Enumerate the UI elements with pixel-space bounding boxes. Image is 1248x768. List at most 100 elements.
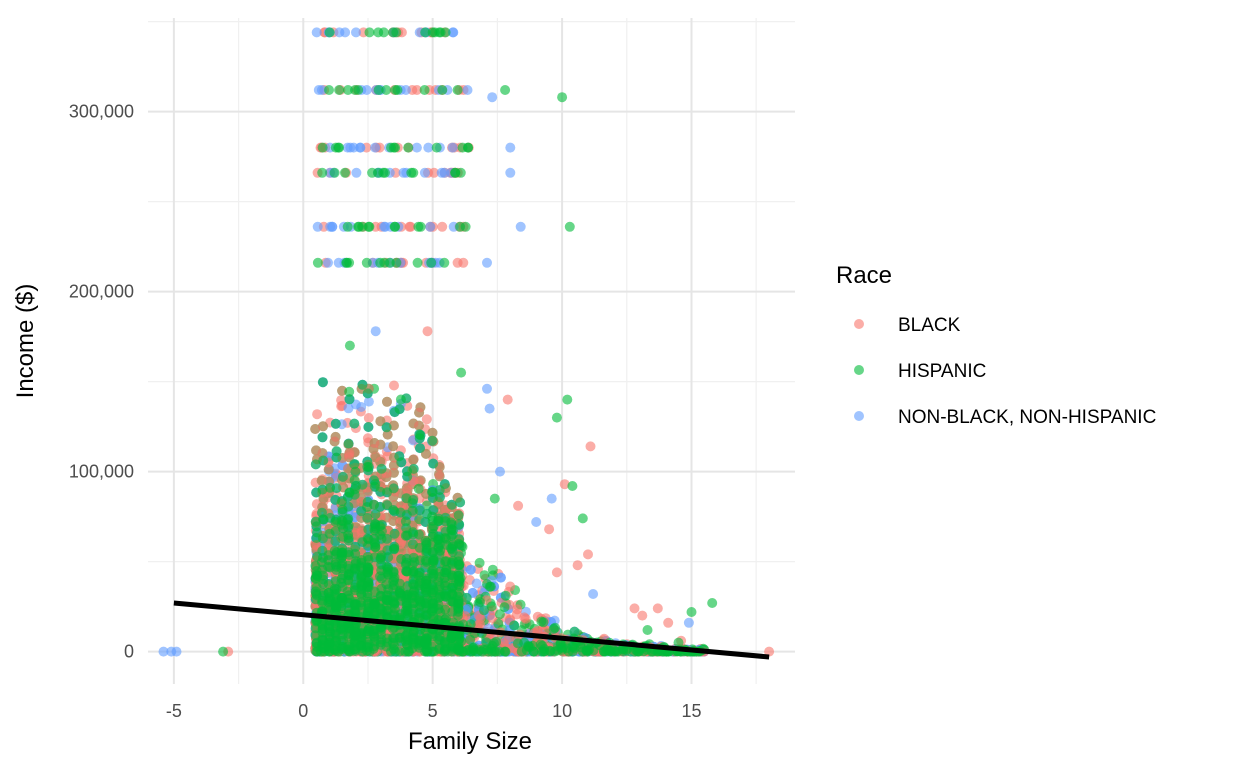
point-non-black-non-hispanic (312, 221, 323, 232)
point-hispanic (419, 85, 430, 95)
point-hispanic (364, 27, 375, 38)
point-non-black-non-hispanic (423, 142, 434, 153)
point-hispanic (312, 257, 323, 268)
point-non-black-non-hispanic (325, 221, 336, 232)
point-hispanic (389, 221, 400, 232)
point-non-black-non-hispanic (334, 27, 345, 38)
point-hispanic (413, 221, 424, 232)
point-hispanic (420, 27, 431, 38)
point-hispanic (373, 27, 384, 38)
point-non-black-non-hispanic (363, 396, 374, 407)
point-hispanic (463, 142, 474, 153)
point-black (388, 441, 399, 452)
point-hispanic (388, 142, 399, 153)
point-black (411, 85, 422, 95)
point-hispanic (317, 142, 328, 153)
point-black (382, 396, 392, 407)
point-non-black-non-hispanic (345, 142, 356, 153)
point-hispanic (350, 85, 360, 95)
point-hispanic (354, 221, 364, 232)
point-hispanic (450, 167, 461, 178)
point-black (388, 467, 399, 478)
point-hispanic (333, 142, 344, 153)
y-axis-ticks: 0 100,000 200,000 300,000 (69, 102, 134, 662)
point-hispanic (426, 257, 437, 268)
point-hispanic (412, 257, 423, 268)
point-hispanic (391, 27, 402, 38)
point-non-black-non-hispanic (448, 27, 459, 38)
point-hispanic (334, 85, 345, 95)
point-non-black-non-hispanic (447, 142, 458, 153)
point-black (404, 221, 415, 232)
point-hispanic (455, 221, 466, 232)
point-hispanic (361, 257, 372, 268)
point-non-black-non-hispanic (323, 257, 333, 268)
point-hispanic (324, 27, 335, 38)
point-hispanic (317, 167, 328, 178)
point-hispanic (343, 85, 353, 95)
point-hispanic (381, 85, 392, 95)
point-hispanic (380, 167, 390, 178)
point-hispanic (329, 167, 340, 178)
y-tick-label: 200,000 (69, 282, 134, 302)
point-hispanic (340, 167, 350, 178)
point-non-black-non-hispanic (462, 85, 473, 95)
scatter-points (158, 27, 775, 657)
point-non-black-non-hispanic (361, 85, 372, 95)
point-non-black-non-hispanic (343, 403, 354, 414)
point-hispanic (479, 570, 490, 581)
y-tick-label: 0 (124, 642, 134, 662)
point-non-black-non-hispanic (370, 142, 381, 153)
point-non-black-non-hispanic (411, 142, 422, 153)
grid-lines (148, 18, 795, 684)
y-tick-label: 100,000 (69, 462, 134, 482)
point-non-black-non-hispanic (351, 27, 361, 38)
point-hispanic (392, 85, 403, 95)
point-hispanic (474, 557, 485, 568)
point-hispanic (431, 142, 442, 153)
point-black (336, 395, 347, 406)
point-hispanic (324, 85, 334, 95)
point-hispanic (373, 85, 384, 95)
point-black (427, 427, 438, 438)
point-black (363, 413, 374, 423)
point-non-black-non-hispanic (380, 221, 391, 232)
x-tick-label: 10 (552, 701, 572, 721)
point-hispanic (452, 85, 463, 95)
point-non-black-non-hispanic (400, 85, 411, 95)
point-hispanic (408, 167, 419, 178)
x-axis-ticks: -5 0 5 10 15 (166, 701, 702, 721)
point-non-black-non-hispanic (355, 142, 366, 153)
point-black (421, 414, 432, 425)
point-non-black-non-hispanic (419, 167, 430, 178)
y-tick-label: 300,000 (69, 102, 134, 122)
point-hispanic (439, 257, 450, 268)
point-hispanic (429, 27, 440, 38)
point-hispanic (364, 221, 375, 232)
point-non-black-non-hispanic (465, 564, 476, 575)
point-non-black-non-hispanic (495, 572, 506, 583)
point-hispanic (437, 85, 448, 95)
point-hispanic (373, 167, 384, 178)
x-tick-label: 15 (681, 701, 701, 721)
point-non-black-non-hispanic (471, 578, 482, 589)
point-black (437, 221, 448, 232)
point-non-black-non-hispanic (351, 167, 362, 178)
point-non-black-non-hispanic (439, 167, 450, 178)
point-hispanic (342, 257, 352, 268)
x-tick-label: 5 (428, 701, 438, 721)
point-hispanic (403, 142, 414, 153)
point-black (312, 409, 323, 420)
point-black (323, 464, 334, 475)
point-non-black-non-hispanic (333, 257, 344, 268)
x-tick-label: -5 (166, 701, 182, 721)
point-non-black-non-hispanic (316, 85, 327, 95)
point-hispanic (375, 257, 386, 268)
point-non-black-non-hispanic (425, 221, 436, 232)
point-non-black-non-hispanic (311, 27, 322, 38)
point-hispanic (342, 221, 353, 232)
x-tick-label: 0 (298, 701, 308, 721)
point-hispanic (384, 257, 395, 268)
point-black (452, 257, 463, 268)
